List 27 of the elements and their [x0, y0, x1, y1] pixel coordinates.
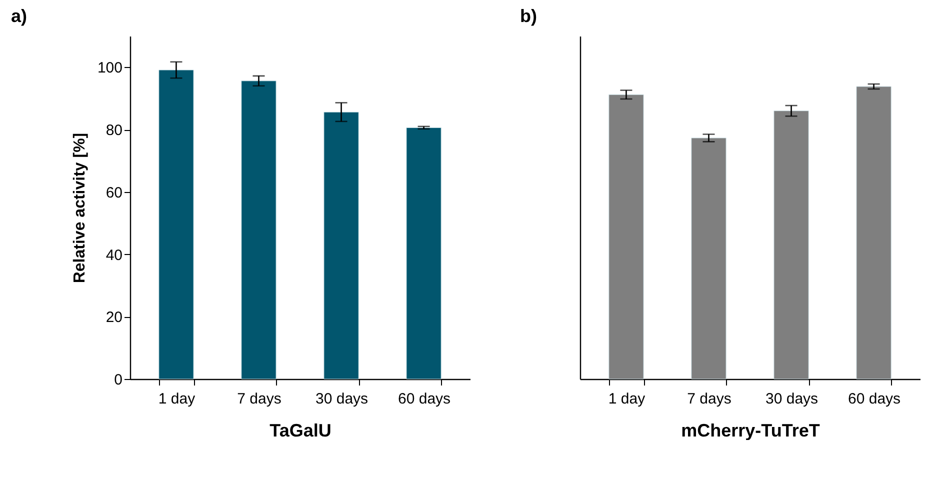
x-tick-label: 7 days	[237, 390, 282, 408]
bar	[158, 70, 194, 380]
y-tick-label: 0	[114, 372, 122, 388]
bar	[241, 80, 276, 380]
x-tick-label: 60 days	[848, 390, 901, 408]
bar	[324, 112, 359, 380]
chart-title: b)	[520, 6, 537, 26]
y-tick-label: 100	[97, 60, 122, 77]
y-tick-label: 60	[106, 184, 122, 202]
x-tick-label: 60 days	[398, 390, 451, 408]
x-tick-label: 30 days	[315, 390, 368, 408]
y-tick-label: 20	[106, 309, 122, 326]
bar	[856, 86, 892, 380]
bar	[406, 127, 442, 380]
y-axis-title: Relative activity [%]	[71, 132, 88, 284]
x-tick-label: 1 day	[158, 390, 196, 408]
y-tick-label: 80	[106, 122, 122, 140]
chart-title: a)	[10, 6, 27, 26]
x-tick-label: 30 days	[765, 390, 818, 408]
x-axis-title: mCherry-TuTreT	[681, 420, 820, 440]
x-tick-label: 1 day	[608, 390, 646, 408]
x-axis-title: TaGalU	[270, 420, 332, 440]
y-tick-label: 40	[106, 246, 122, 264]
bar	[774, 110, 809, 380]
bar	[608, 94, 644, 380]
bar	[691, 138, 726, 380]
x-tick-label: 7 days	[687, 390, 732, 408]
